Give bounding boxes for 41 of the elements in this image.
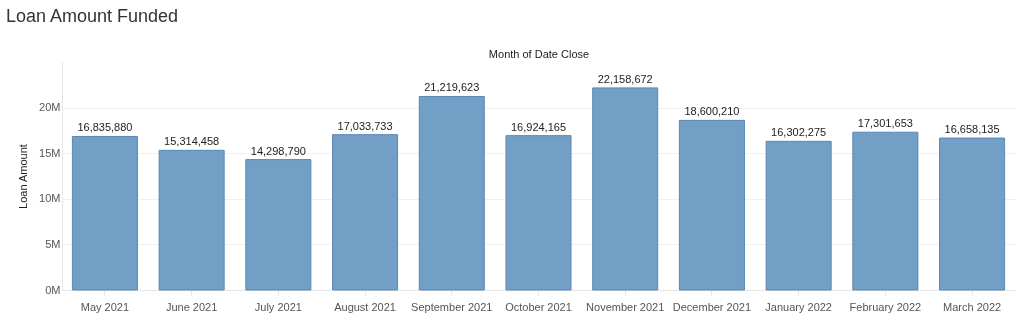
data-label: 16,835,880 xyxy=(77,121,133,134)
bar xyxy=(678,119,745,291)
bar xyxy=(418,95,485,291)
x-tick-label: July 2021 xyxy=(254,300,302,313)
bar xyxy=(245,159,312,291)
data-label: 18,600,210 xyxy=(684,105,740,118)
data-label: 16,302,275 xyxy=(771,126,827,139)
data-label: 22,158,672 xyxy=(597,72,653,85)
bar xyxy=(939,137,1006,291)
data-label: 14,298,790 xyxy=(250,144,306,157)
y-tick-label: 5M xyxy=(45,237,61,250)
x-tick-label: March 2022 xyxy=(943,300,1002,313)
data-label: 21,219,623 xyxy=(424,81,480,94)
x-tick-label: January 2022 xyxy=(765,300,832,313)
bar xyxy=(158,149,225,291)
bar xyxy=(765,140,832,291)
data-label: 15,314,458 xyxy=(164,135,220,148)
y-tick-label: 20M xyxy=(39,101,61,114)
data-label: 17,301,653 xyxy=(857,117,913,130)
bar xyxy=(71,135,138,291)
x-tick-label: May 2021 xyxy=(80,300,130,313)
y-axis-title: Loan Amount xyxy=(17,144,30,209)
x-tick-label: September 2021 xyxy=(411,300,493,313)
chart-title: Loan Amount Funded xyxy=(6,6,179,26)
data-label: 17,033,733 xyxy=(337,119,393,132)
x-tick-label: October 2021 xyxy=(505,300,572,313)
data-label: 16,924,165 xyxy=(510,120,567,133)
bar xyxy=(332,134,399,291)
y-tick-label: 10M xyxy=(39,192,61,205)
y-tick-label: 0M xyxy=(45,283,61,296)
bar xyxy=(505,135,572,291)
x-tick-label: June 2021 xyxy=(165,300,218,313)
bar xyxy=(592,87,659,291)
x-tick-label: November 2021 xyxy=(586,300,665,313)
x-tick-label: February 2022 xyxy=(849,300,922,313)
data-label: 16,658,135 xyxy=(944,123,1000,136)
x-tick-label: December 2021 xyxy=(672,300,752,313)
x-axis-title: Month of Date Close xyxy=(488,47,590,60)
x-tick-label: August 2021 xyxy=(334,300,396,313)
bar xyxy=(852,131,919,291)
y-tick-label: 15M xyxy=(39,146,61,159)
